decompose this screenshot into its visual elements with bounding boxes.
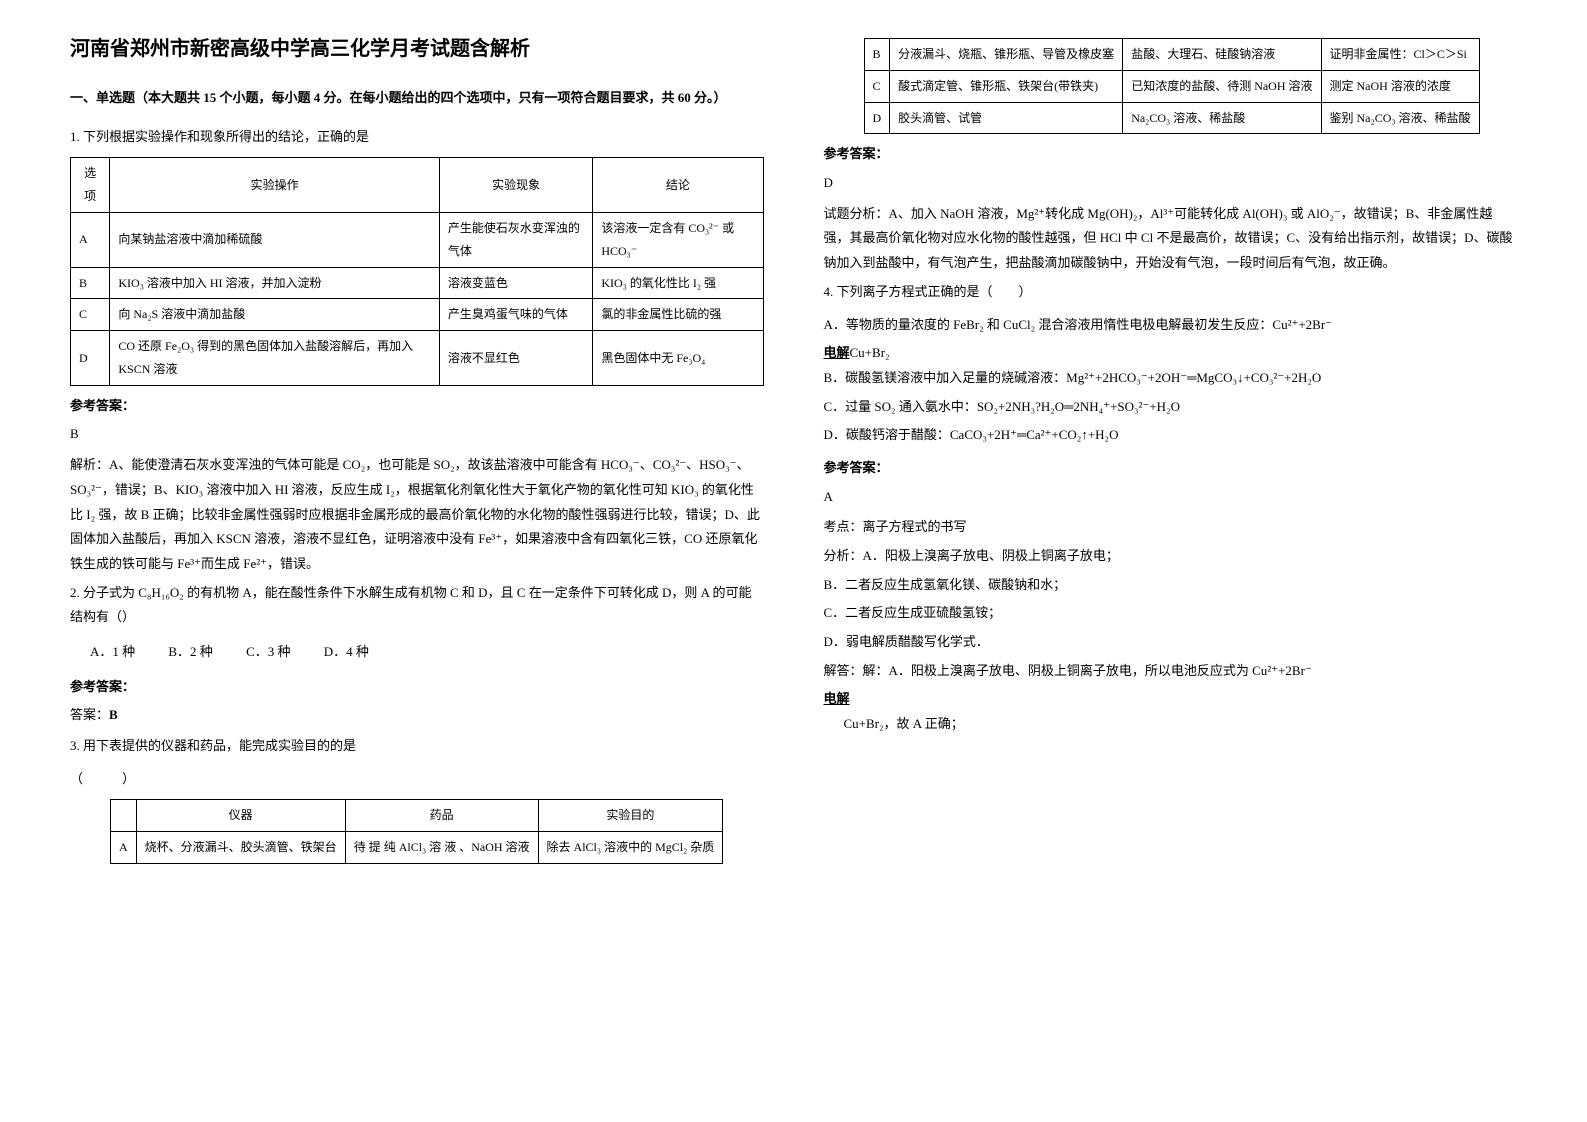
q4-optC: C．过量 SO₂ 通入氨水中：SO₂+2NH₃?H₂O═2NH₄⁺+SO₃²⁻+… <box>824 395 1518 420</box>
table-row: A向某钠盐溶液中滴加稀硫酸产生能使石灰水变浑浊的气体该溶液一定含有 CO₃²⁻ … <box>71 212 764 267</box>
table-row: BKIO₃ 溶液中加入 HI 溶液，并加入淀粉溶液变蓝色KIO₃ 的氧化性比 I… <box>71 267 764 299</box>
th: 实验现象 <box>439 158 592 213</box>
th <box>111 800 137 832</box>
table-row: C酸式滴定管、锥形瓶、铁架台(带铁夹)已知浓度的盐酸、待测 NaOH 溶液测定 … <box>864 70 1479 102</box>
q4-solve-suffix: Cu+Br₂，故 A 正确； <box>844 712 1518 737</box>
td: 分液漏斗、烧瓶、锥形瓶、导管及橡皮塞 <box>890 39 1123 71</box>
th: 实验操作 <box>110 158 440 213</box>
page-title: 河南省郑州市新密高级中学高三化学月考试题含解析 <box>70 30 764 68</box>
eq-suffix: Cu+Br₂ <box>850 345 890 360</box>
td: 鉴别 Na₂CO₃ 溶液、稀盐酸 <box>1321 102 1479 134</box>
q1-explanation: 解析：A、能使澄清石灰水变浑浊的气体可能是 CO₂，也可能是 SO₂，故该盐溶液… <box>70 453 764 576</box>
right-column: B分液漏斗、烧瓶、锥形瓶、导管及橡皮塞盐酸、大理石、硅酸钠溶液证明非金属性：Cl… <box>794 30 1548 1092</box>
th: 实验目的 <box>538 800 723 832</box>
q1-table: 选项 实验操作 实验现象 结论 A向某钠盐溶液中滴加稀硫酸产生能使石灰水变浑浊的… <box>70 157 764 385</box>
td: CO 还原 Fe₂O₃ 得到的黑色固体加入盐酸溶解后，再加入 KSCN 溶液 <box>110 331 440 386</box>
th: 仪器 <box>136 800 345 832</box>
td: 氯的非金属性比硫的强 <box>593 299 763 331</box>
q3-explanation: 试题分析：A、加入 NaOH 溶液，Mg²⁺转化成 Mg(OH)₂，Al³⁺可能… <box>824 202 1518 276</box>
td: 产生能使石灰水变浑浊的气体 <box>439 212 592 267</box>
td: B <box>71 267 110 299</box>
td: 向某钠盐溶液中滴加稀硫酸 <box>110 212 440 267</box>
q1-answer: B <box>70 422 764 447</box>
q2-stem: 2. 分子式为 C₈H₁₆O₂ 的有机物 A，能在酸性条件下水解生成有机物 C … <box>70 581 764 630</box>
q4-solve-eq: 电解 <box>824 687 1518 712</box>
q4-optA-eq: 电解Cu+Br₂ <box>824 341 1518 366</box>
q4-solve: 解答：解：A．阳极上溴离子放电、阴极上铜离子放电，所以电池反应式为 Cu²⁺+2… <box>824 659 1518 684</box>
table-row: C向 Na₂S 溶液中滴加盐酸产生臭鸡蛋气味的气体氯的非金属性比硫的强 <box>71 299 764 331</box>
q3-table-right: B分液漏斗、烧瓶、锥形瓶、导管及橡皮塞盐酸、大理石、硅酸钠溶液证明非金属性：Cl… <box>864 38 1480 134</box>
td: 烧杯、分液漏斗、胶头滴管、铁架台 <box>136 832 345 864</box>
td: 胶头滴管、试管 <box>890 102 1123 134</box>
td: KIO₃ 的氧化性比 I₂ 强 <box>593 267 763 299</box>
q4-point: 考点：离子方程式的书写 <box>824 515 1518 540</box>
answer-prefix: 答案： <box>70 707 109 722</box>
table-row: D胶头滴管、试管Na₂CO₃ 溶液、稀盐酸鉴别 Na₂CO₃ 溶液、稀盐酸 <box>864 102 1479 134</box>
td: 该溶液一定含有 CO₃²⁻ 或 HCO₃⁻ <box>593 212 763 267</box>
td: 溶液不显红色 <box>439 331 592 386</box>
td: C <box>71 299 110 331</box>
td: 测定 NaOH 溶液的浓度 <box>1321 70 1479 102</box>
td: 证明非金属性：Cl＞C＞Si <box>1321 39 1479 71</box>
td: D <box>71 331 110 386</box>
q1-stem: 1. 下列根据实验操作和现象所得出的结论，正确的是 <box>70 125 764 150</box>
eq-label: 电解 <box>824 691 850 706</box>
td: 溶液变蓝色 <box>439 267 592 299</box>
td: 盐酸、大理石、硅酸钠溶液 <box>1123 39 1321 71</box>
optA-text: A．等物质的量浓度的 FeBr₂ 和 CuCl₂ 混合溶液用惰性电极电解最初发生… <box>824 317 1333 332</box>
td: 待 提 纯 AlCl₃ 溶 液 、NaOH 溶液 <box>345 832 538 864</box>
q3-stem: 3. 用下表提供的仪器和药品，能完成实验目的的是 <box>70 734 764 759</box>
td: KIO₃ 溶液中加入 HI 溶液，并加入淀粉 <box>110 267 440 299</box>
opt: D．4 种 <box>324 644 369 659</box>
td: D <box>864 102 890 134</box>
td: A <box>71 212 110 267</box>
td: A <box>111 832 137 864</box>
q4-answer: A <box>824 485 1518 510</box>
th: 选项 <box>71 158 110 213</box>
q2-options: A．1 种 B．2 种 C．3 种 D．4 种 <box>90 640 764 665</box>
answer-label: 参考答案： <box>824 142 1518 167</box>
analysisA: A．阳极上溴离子放电、阴极上铜离子放电； <box>863 548 1119 563</box>
table-row: DCO 还原 Fe₂O₃ 得到的黑色固体加入盐酸溶解后，再加入 KSCN 溶液溶… <box>71 331 764 386</box>
td: C <box>864 70 890 102</box>
answer-val: B <box>109 707 118 722</box>
analysis-label: 分析： <box>824 548 863 563</box>
q3-table-left: 仪器 药品 实验目的 A烧杯、分液漏斗、胶头滴管、铁架台待 提 纯 AlCl₃ … <box>110 799 723 864</box>
opt: A．1 种 <box>90 644 135 659</box>
answer-label: 参考答案： <box>824 456 1518 481</box>
answer-label: 参考答案： <box>70 394 764 419</box>
q3-answer: D <box>824 171 1518 196</box>
td: 向 Na₂S 溶液中滴加盐酸 <box>110 299 440 331</box>
td: B <box>864 39 890 71</box>
q2-stem-text: 2. 分子式为 C₈H₁₆O₂ 的有机物 A，能在酸性条件下水解生成有机物 C … <box>70 585 752 625</box>
q4-stem: 4. 下列离子方程式正确的是（ ） <box>824 280 1518 305</box>
eq-label: 电解 <box>824 345 850 360</box>
opt: C．3 种 <box>246 644 290 659</box>
q3-paren: （ ） <box>70 767 764 792</box>
table-row: A烧杯、分液漏斗、胶头滴管、铁架台待 提 纯 AlCl₃ 溶 液 、NaOH 溶… <box>111 832 723 864</box>
table-header-row: 选项 实验操作 实验现象 结论 <box>71 158 764 213</box>
q4-analysisB: B．二者反应生成氢氧化镁、碳酸钠和水； <box>824 573 1518 598</box>
section-desc: 一、单选题（本大题共 15 个小题，每小题 4 分。在每小题给出的四个选项中，只… <box>70 86 764 111</box>
td: 酸式滴定管、锥形瓶、铁架台(带铁夹) <box>890 70 1123 102</box>
q4-analysisC: C．二者反应生成亚硫酸氢铵； <box>824 601 1518 626</box>
td: 黑色固体中无 Fe₃O₄ <box>593 331 763 386</box>
td: 除去 AlCl₃ 溶液中的 MgCl₂ 杂质 <box>538 832 723 864</box>
q2-answer: 答案：B <box>70 703 764 728</box>
q4-optD: D．碳酸钙溶于醋酸：CaCO₃+2H⁺═Ca²⁺+CO₂↑+H₂O <box>824 423 1518 448</box>
th: 药品 <box>345 800 538 832</box>
left-column: 河南省郑州市新密高级中学高三化学月考试题含解析 一、单选题（本大题共 15 个小… <box>40 30 794 1092</box>
answer-label: 参考答案： <box>70 675 764 700</box>
td: 已知浓度的盐酸、待测 NaOH 溶液 <box>1123 70 1321 102</box>
q4-optA: A．等物质的量浓度的 FeBr₂ 和 CuCl₂ 混合溶液用惰性电极电解最初发生… <box>824 313 1518 338</box>
th: 结论 <box>593 158 763 213</box>
td: Na₂CO₃ 溶液、稀盐酸 <box>1123 102 1321 134</box>
q4-optB: B．碳酸氢镁溶液中加入足量的烧碱溶液：Mg²⁺+2HCO₃⁻+2OH⁻═MgCO… <box>824 366 1518 391</box>
opt: B．2 种 <box>168 644 212 659</box>
q4-analysis: 分析：A．阳极上溴离子放电、阴极上铜离子放电； <box>824 544 1518 569</box>
table-header-row: 仪器 药品 实验目的 <box>111 800 723 832</box>
td: 产生臭鸡蛋气味的气体 <box>439 299 592 331</box>
table-row: B分液漏斗、烧瓶、锥形瓶、导管及橡皮塞盐酸、大理石、硅酸钠溶液证明非金属性：Cl… <box>864 39 1479 71</box>
q4-analysisD: D．弱电解质醋酸写化学式． <box>824 630 1518 655</box>
